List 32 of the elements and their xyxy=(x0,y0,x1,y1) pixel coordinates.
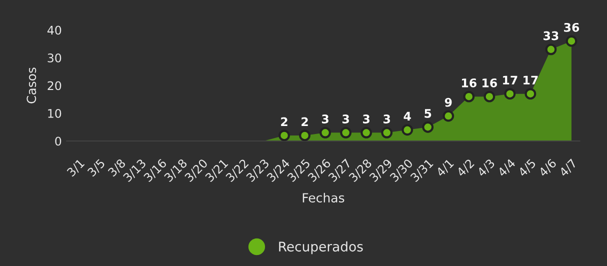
y-axis-title: Casos xyxy=(26,68,36,104)
data-label: 17 xyxy=(524,76,538,84)
y-tick-label: 10 xyxy=(48,108,62,118)
data-label: 33 xyxy=(544,31,558,40)
data-label: 3 xyxy=(322,114,328,124)
data-label: 16 xyxy=(482,78,497,88)
data-label: 4 xyxy=(404,112,411,120)
x-tick-label: 4/7 xyxy=(558,158,578,178)
x-tick-label: 4/3 xyxy=(476,158,496,178)
legend-label: Recuperados xyxy=(279,241,363,254)
data-label: 3 xyxy=(384,114,390,124)
data-label: 17 xyxy=(503,76,518,84)
x-axis-title: Fechas xyxy=(302,192,344,202)
x-tick-label: 4/1 xyxy=(436,158,455,178)
data-label: 9 xyxy=(444,98,452,107)
y-tick-label: 0 xyxy=(55,136,62,146)
data-label: 36 xyxy=(564,22,580,32)
data-label: 5 xyxy=(424,109,432,118)
data-label: 3 xyxy=(342,114,349,124)
y-tick-label: 30 xyxy=(48,53,62,62)
x-tick-label: 4/5 xyxy=(518,158,537,178)
data-label: 2 xyxy=(281,117,288,126)
x-tick-label: 3/5 xyxy=(86,158,106,178)
y-tick-label: 20 xyxy=(48,81,62,90)
x-tick-label: 4/4 xyxy=(497,158,517,178)
x-tick-label: 3/1 xyxy=(66,158,86,178)
x-tick-label: 4/6 xyxy=(538,158,558,178)
y-tick-label: 40 xyxy=(47,26,62,35)
x-tick-label: 4/2 xyxy=(456,158,476,178)
data-label: 2 xyxy=(302,117,308,126)
data-label: 16 xyxy=(462,78,476,88)
data-label: 3 xyxy=(362,114,370,124)
